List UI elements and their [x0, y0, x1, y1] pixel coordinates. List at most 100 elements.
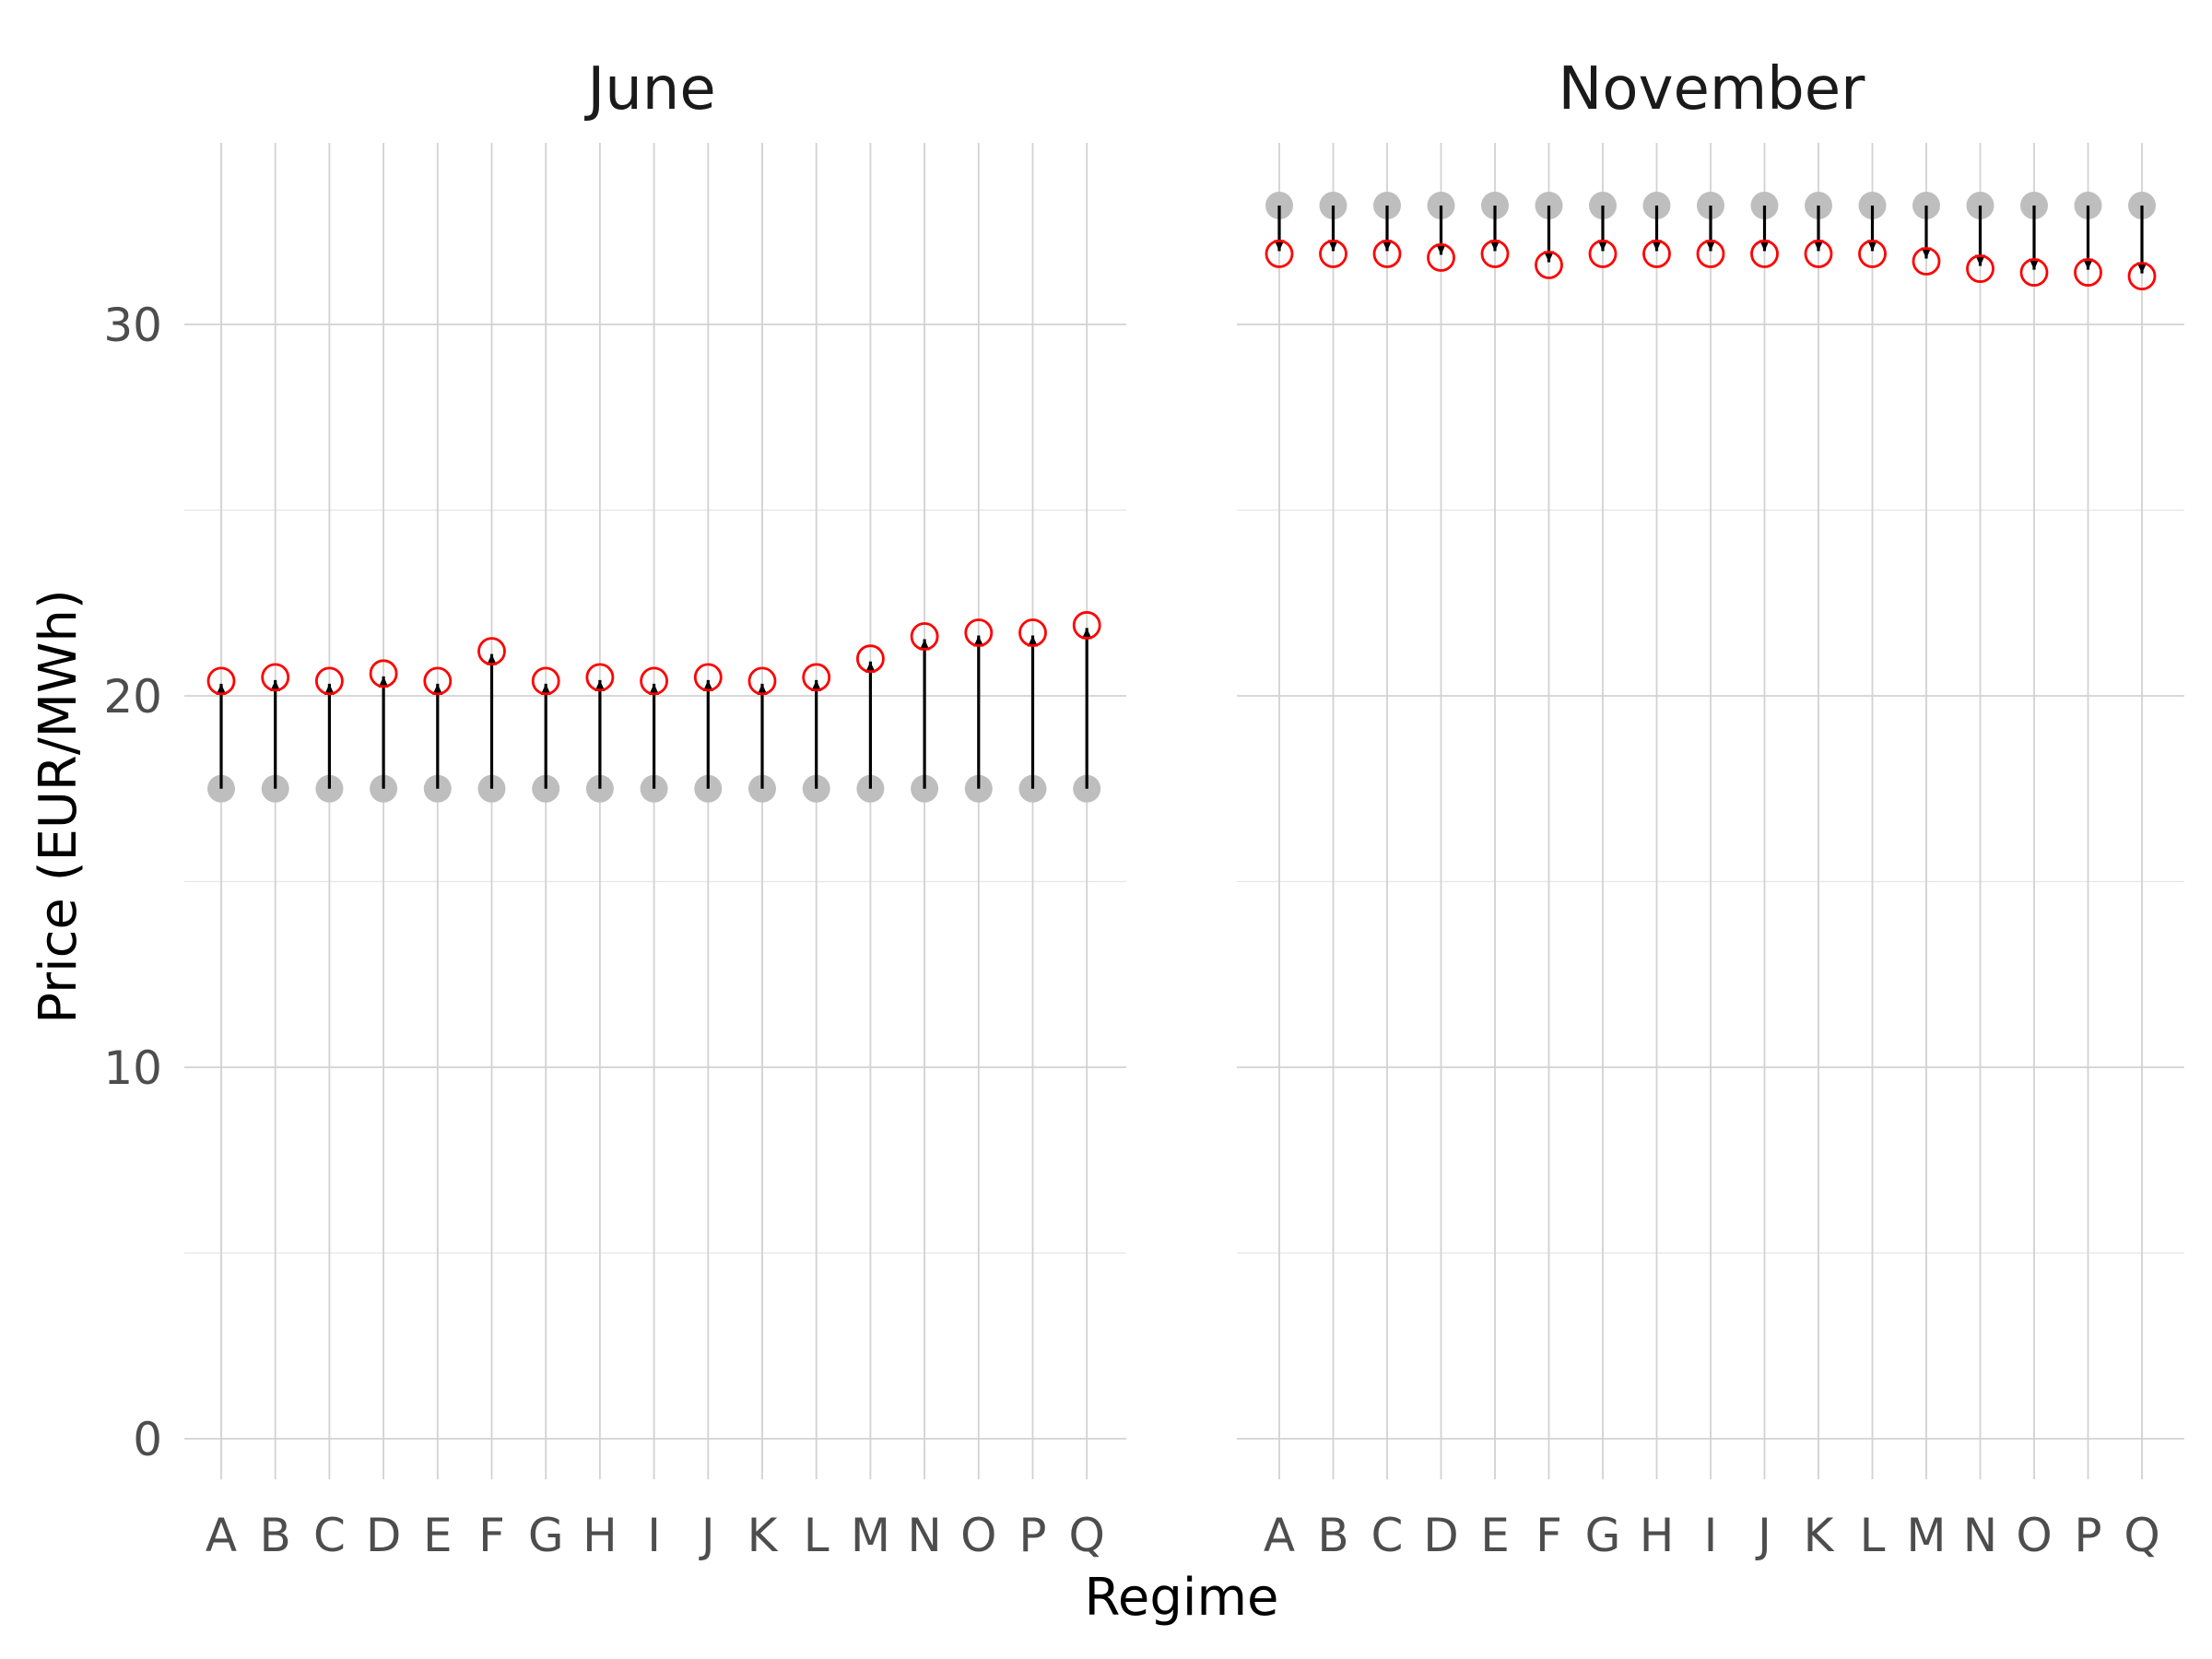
x-tick-label: L: [804, 1509, 830, 1562]
x-tick-label: B: [1317, 1509, 1348, 1562]
change-arrow-head: [1328, 240, 1338, 252]
change-arrow-head: [2083, 258, 2093, 270]
x-tick-label: L: [1860, 1509, 1886, 1562]
change-arrow-head: [649, 683, 660, 695]
x-tick-label: J: [1755, 1509, 1771, 1562]
regime-price-point: [314, 666, 344, 696]
regime-price-point: [802, 663, 831, 692]
x-tick-label: M: [851, 1509, 890, 1562]
regime-price-point: [1642, 240, 1671, 268]
x-tick-label: H: [582, 1509, 618, 1562]
regime-price-point: [1319, 240, 1347, 268]
regime-price-point: [2127, 262, 2157, 291]
change-arrow-head: [1921, 247, 1932, 259]
x-tick-label: M: [1906, 1509, 1946, 1562]
change-arrow-head: [1975, 254, 1985, 266]
change-arrow-head: [811, 679, 822, 691]
x-tick-label: D: [1423, 1509, 1459, 1562]
regime-price-point: [747, 666, 777, 696]
regime-price-point: [1372, 240, 1402, 268]
x-tick-label: J: [699, 1509, 715, 1562]
change-arrow-head: [1652, 240, 1662, 252]
change-arrow-head: [1544, 251, 1554, 263]
regime-price-point: [477, 637, 506, 666]
change-arrow-head: [432, 683, 443, 695]
regime-price-point: [1427, 243, 1455, 272]
x-tick-label: P: [2074, 1509, 2101, 1562]
x-tick-label: O: [960, 1509, 996, 1562]
regime-price-point: [1912, 247, 1941, 276]
change-arrow-head: [2136, 262, 2147, 274]
change-arrow-head: [594, 679, 606, 691]
x-tick-label: C: [1371, 1509, 1404, 1562]
x-tick-label: F: [478, 1509, 505, 1562]
change-arrow-head: [973, 635, 984, 647]
regime-price-point: [423, 666, 453, 696]
regime-price-point: [531, 666, 560, 696]
panel-november-marks: [1265, 192, 2157, 291]
panel-november-grid: [1237, 143, 2184, 1479]
x-tick-label: H: [1640, 1509, 1675, 1562]
x-tick-label: Q: [1069, 1509, 1105, 1562]
regime-price-point: [1858, 240, 1887, 268]
regime-price-point: [1535, 251, 1563, 279]
x-tick-label: C: [313, 1509, 346, 1562]
change-arrow-head: [1867, 240, 1877, 252]
change-arrow-head: [1382, 240, 1393, 252]
change-arrow-head: [1597, 240, 1608, 252]
x-tick-label: G: [528, 1509, 564, 1562]
regime-price-point: [910, 622, 939, 651]
regime-price-point: [1750, 240, 1779, 268]
panel-november-title: November: [1559, 55, 1866, 124]
x-tick-label: K: [1804, 1509, 1835, 1562]
regime-price-point: [1588, 240, 1618, 268]
change-arrow-head: [865, 661, 876, 673]
x-tick-label: I: [647, 1509, 661, 1562]
x-tick-label: E: [423, 1509, 453, 1562]
regime-price-point: [1018, 618, 1047, 647]
y-tick-label: 30: [103, 299, 162, 352]
change-arrow-head: [1436, 243, 1446, 255]
x-tick-label: G: [1585, 1509, 1621, 1562]
x-tick-label: N: [1963, 1509, 1997, 1562]
regime-price-point: [2019, 258, 2049, 287]
panel-june-title: June: [583, 55, 715, 124]
regime-price-point: [261, 663, 290, 692]
x-tick-label: K: [747, 1509, 779, 1562]
change-arrow-head: [540, 683, 551, 695]
regime-price-point: [206, 666, 236, 696]
change-arrow-head: [270, 679, 281, 691]
change-arrow-head: [378, 676, 389, 688]
change-arrow-head: [1813, 240, 1824, 252]
change-arrow-head: [324, 683, 335, 695]
regime-price-point: [585, 663, 615, 692]
regime-price-point: [1480, 240, 1510, 268]
x-tick-label: Q: [2124, 1509, 2159, 1562]
regime-price-point: [1966, 254, 1994, 283]
y-axis: 0 10 20 30: [103, 299, 162, 1466]
x-tick-label: A: [206, 1509, 237, 1562]
x-tick-label: A: [1264, 1509, 1295, 1562]
regime-price-point: [640, 666, 668, 696]
regime-price-point: [1696, 240, 1725, 268]
change-arrow-head: [1028, 635, 1038, 647]
panel-june-grid: [184, 143, 1126, 1479]
regime-price-point: [1072, 611, 1101, 640]
change-arrow-head: [702, 679, 713, 691]
panel-november: November: [1237, 55, 2184, 1479]
y-axis-title: Price (EUR/MWh): [29, 589, 88, 1023]
change-arrow-head: [1489, 240, 1500, 252]
regime-price-point: [1265, 240, 1294, 268]
regime-price-point: [2074, 258, 2102, 287]
regime-price-point: [856, 644, 885, 674]
change-arrow-head: [216, 683, 227, 695]
change-arrow-head: [487, 653, 497, 665]
change-arrow-head: [1081, 628, 1092, 640]
panel-june-marks: [206, 611, 1101, 803]
change-arrow-head: [919, 639, 930, 651]
y-tick-label: 10: [103, 1041, 162, 1095]
y-tick-label: 0: [133, 1413, 162, 1466]
y-tick-label: 20: [103, 670, 162, 724]
